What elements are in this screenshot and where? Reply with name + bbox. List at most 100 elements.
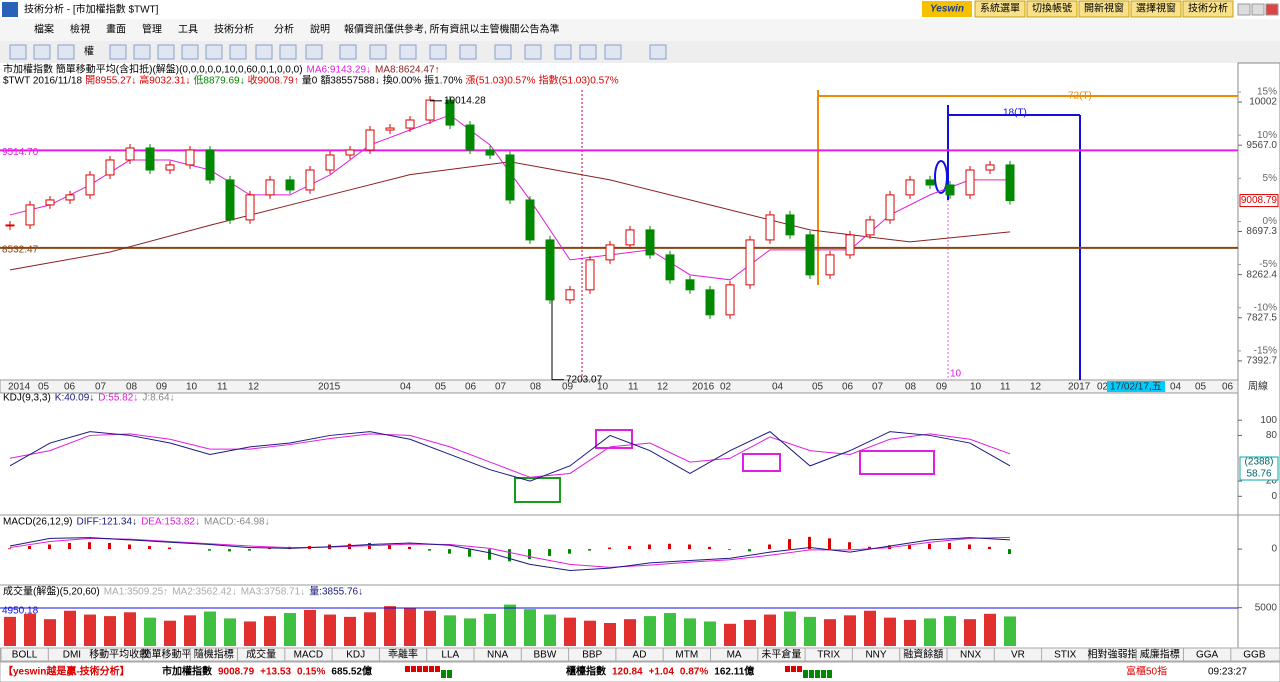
macd-bar	[428, 549, 431, 551]
top-button[interactable]	[974, 0, 1026, 18]
tab[interactable]: VR	[1011, 650, 1025, 661]
toolbar-button[interactable]	[305, 44, 323, 60]
volume-bar	[84, 614, 96, 646]
macd-bar	[748, 549, 751, 552]
close-button[interactable]	[1265, 3, 1279, 16]
tab[interactable]: 簡單移動平	[142, 648, 192, 661]
toolbar-button[interactable]	[339, 44, 357, 60]
tab[interactable]: DMI	[63, 650, 81, 661]
tab[interactable]: BBW	[534, 650, 557, 661]
toolbar-button[interactable]	[604, 44, 622, 60]
top-button[interactable]	[1026, 0, 1078, 18]
toolbar-button[interactable]	[399, 44, 417, 60]
tab[interactable]: NNA	[487, 650, 508, 661]
maximize-button[interactable]	[1251, 3, 1265, 16]
right-axis	[1237, 62, 1280, 649]
tab[interactable]: AD	[633, 650, 647, 661]
candle	[325, 154, 335, 171]
status-block	[821, 670, 826, 678]
macd-bar	[568, 549, 571, 554]
y-tick-label: 80	[1266, 430, 1278, 441]
tab[interactable]: 成交量	[246, 648, 276, 661]
tab[interactable]: STIX	[1054, 650, 1077, 661]
top-button[interactable]	[1130, 0, 1182, 18]
macd-bar	[708, 546, 711, 550]
tab[interactable]: 相對強弱指	[1088, 648, 1138, 661]
minimize-button[interactable]	[1237, 3, 1251, 16]
tab[interactable]: 移動平均收斂	[89, 648, 149, 661]
toolbar-button[interactable]	[9, 44, 27, 60]
toolbar-button[interactable]	[459, 44, 477, 60]
volume-bar	[564, 617, 576, 646]
tab[interactable]: 隨機指標	[194, 648, 234, 661]
menu-item[interactable]: 技術分析	[214, 23, 254, 36]
time-axis	[0, 379, 1239, 394]
menu-item[interactable]: 工具	[178, 24, 198, 36]
tab[interactable]: BBP	[582, 650, 602, 661]
time-label: 04	[772, 382, 784, 393]
toolbar-button[interactable]	[109, 44, 127, 60]
candle	[625, 229, 635, 246]
date-badge	[1107, 381, 1165, 392]
toolbar-button[interactable]	[494, 44, 512, 60]
last-price-box	[1239, 194, 1279, 208]
macd-bar	[8, 548, 11, 550]
tab[interactable]: MACD	[294, 650, 323, 661]
volume-bar	[764, 614, 776, 646]
toolbar-button[interactable]	[57, 44, 75, 60]
toolbar-button[interactable]	[255, 44, 273, 60]
tab[interactable]: NNX	[960, 650, 981, 661]
chart-header: D:55.82↓	[98, 393, 138, 404]
tab[interactable]: 未平倉量	[761, 648, 801, 661]
menu-item[interactable]: 畫面	[106, 23, 126, 36]
toolbar-button[interactable]	[579, 44, 597, 60]
tab[interactable]: TRIX	[817, 650, 840, 661]
menu-item[interactable]: 分析	[274, 23, 294, 36]
menu-item[interactable]: 檢視	[70, 23, 90, 36]
volume-bar	[604, 623, 616, 646]
menu-item[interactable]: 檔案	[34, 23, 54, 36]
toolbar-button[interactable]	[524, 44, 542, 60]
macd-bar	[468, 549, 471, 557]
menu-item[interactable]: 管理	[142, 23, 162, 36]
tab[interactable]: BOLL	[12, 650, 38, 661]
high-label: 10014.28	[444, 95, 486, 106]
time-label: 10	[597, 382, 609, 393]
tab[interactable]: GGA	[1196, 650, 1219, 661]
tab-bar	[0, 647, 1280, 662]
tab[interactable]: MTM	[675, 650, 698, 661]
toolbar-button[interactable]	[649, 44, 667, 60]
toolbar-button[interactable]	[279, 44, 297, 60]
toolbar-button[interactable]	[229, 44, 247, 60]
volume-bar	[944, 616, 956, 646]
tab[interactable]: KDJ	[346, 650, 365, 661]
toolbar-button[interactable]	[181, 44, 199, 60]
toolbar-button[interactable]	[205, 44, 223, 60]
tab[interactable]: GGB	[1243, 650, 1266, 661]
volume-bar	[784, 611, 796, 646]
tab[interactable]: MA	[727, 650, 742, 661]
menu-item[interactable]: 說明	[310, 23, 330, 36]
top-button[interactable]	[1078, 0, 1130, 18]
status-block	[435, 666, 440, 672]
top-button[interactable]	[1182, 0, 1234, 18]
toolbar-button[interactable]	[33, 44, 51, 60]
toolbar-button[interactable]	[554, 44, 572, 60]
quote-item: 指數(51.03)0.57%	[539, 74, 619, 87]
tab[interactable]: NNY	[865, 650, 886, 661]
tab[interactable]: 乖離率	[388, 648, 418, 661]
toolbar-button[interactable]	[429, 44, 447, 60]
tab[interactable]: LLA	[441, 650, 459, 661]
time-label: 2014	[8, 382, 31, 393]
candle	[925, 179, 935, 186]
volume-bar	[464, 618, 476, 646]
volume-bar	[504, 604, 516, 646]
toolbar-button[interactable]	[133, 44, 151, 60]
tab[interactable]: 威廉指標	[1140, 648, 1180, 661]
toolbar-button[interactable]	[369, 44, 387, 60]
quote-item: 振1.70%	[424, 74, 462, 87]
tab[interactable]: 融資餘額	[903, 648, 943, 661]
volume-bar	[264, 616, 276, 646]
toolbar-button[interactable]	[157, 44, 175, 60]
status-block	[791, 666, 796, 672]
